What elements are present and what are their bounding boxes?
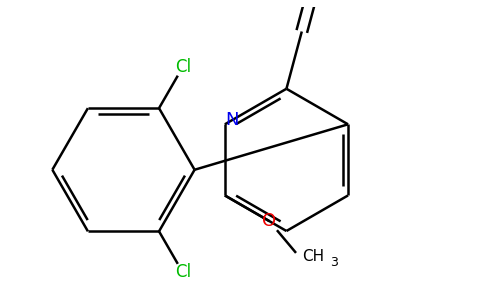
- Text: CH: CH: [302, 249, 324, 264]
- Text: 3: 3: [330, 256, 337, 269]
- Text: Cl: Cl: [175, 263, 191, 281]
- Text: N: N: [225, 111, 239, 129]
- Text: O: O: [262, 212, 276, 230]
- Text: Cl: Cl: [175, 58, 191, 76]
